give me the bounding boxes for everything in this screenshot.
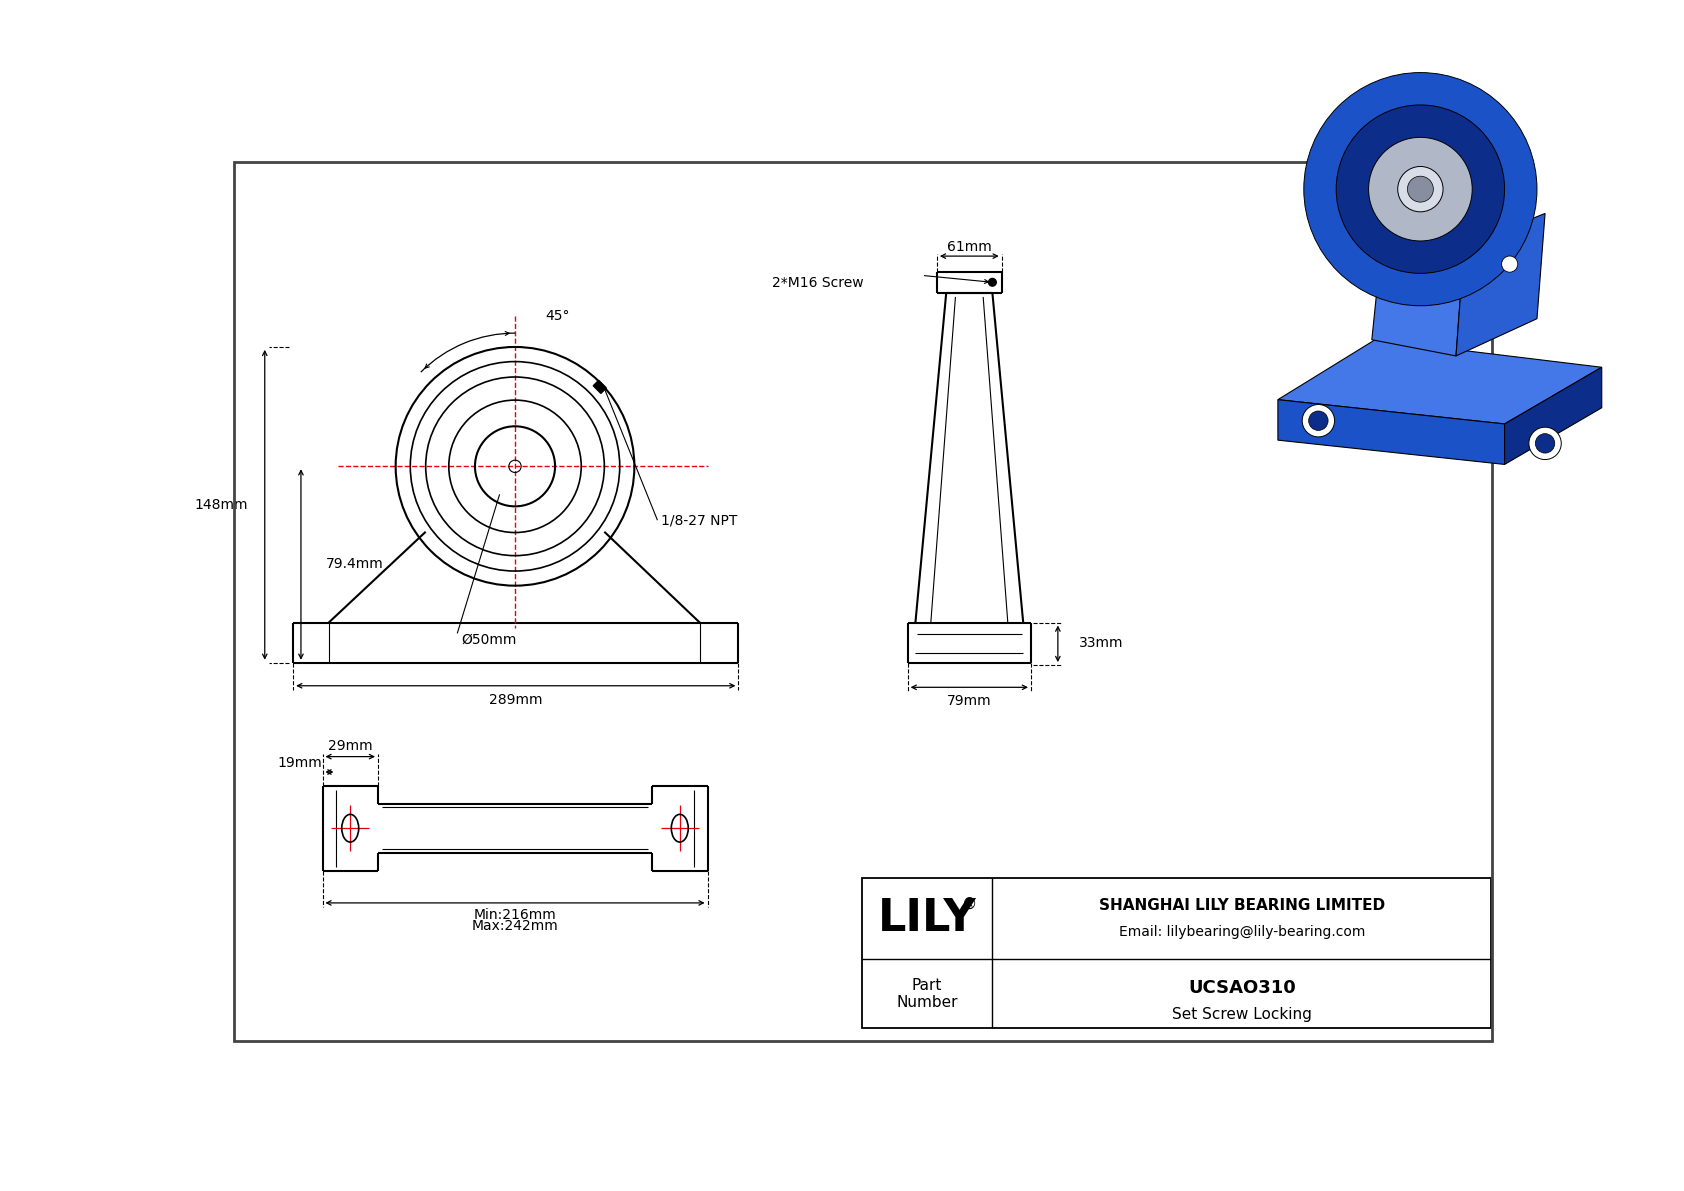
Bar — [593, 380, 606, 393]
Circle shape — [1529, 428, 1561, 460]
Text: Part
Number: Part Number — [896, 978, 958, 1010]
Text: UCSAO310: UCSAO310 — [1187, 979, 1295, 997]
Circle shape — [1303, 73, 1537, 306]
Polygon shape — [1278, 339, 1601, 424]
Polygon shape — [1391, 176, 1480, 241]
Circle shape — [1308, 411, 1329, 430]
Text: Set Screw Locking: Set Screw Locking — [1172, 1008, 1312, 1022]
Text: SHANGHAI LILY BEARING LIMITED: SHANGHAI LILY BEARING LIMITED — [1100, 898, 1384, 912]
Text: 33mm: 33mm — [1079, 636, 1123, 650]
Circle shape — [1335, 105, 1504, 274]
Circle shape — [1302, 405, 1334, 437]
Circle shape — [1398, 167, 1443, 212]
Bar — [862, 878, 1492, 1028]
Text: Max:242mm: Max:242mm — [472, 919, 559, 933]
Text: 61mm: 61mm — [946, 239, 992, 254]
Polygon shape — [1372, 230, 1463, 356]
Polygon shape — [1504, 367, 1601, 464]
Text: 148mm: 148mm — [194, 498, 248, 512]
Polygon shape — [1278, 400, 1504, 464]
Text: 1/8-27 NPT: 1/8-27 NPT — [662, 513, 738, 528]
Circle shape — [1408, 176, 1433, 202]
Text: 79.4mm: 79.4mm — [325, 557, 384, 572]
Polygon shape — [1359, 193, 1489, 257]
Text: 289mm: 289mm — [488, 693, 542, 706]
Text: 79mm: 79mm — [946, 694, 992, 709]
Text: 19mm: 19mm — [278, 756, 322, 769]
Text: 2*M16 Screw: 2*M16 Screw — [773, 276, 864, 291]
Text: Min:216mm: Min:216mm — [473, 909, 556, 922]
Text: 45°: 45° — [546, 310, 569, 323]
Text: Ø50mm: Ø50mm — [461, 632, 517, 647]
Circle shape — [1536, 434, 1554, 453]
Circle shape — [1369, 137, 1472, 241]
Text: Email: lilybearing@lily-bearing.com: Email: lilybearing@lily-bearing.com — [1118, 925, 1366, 940]
Circle shape — [1502, 256, 1517, 273]
Text: ®: ® — [962, 897, 977, 912]
Circle shape — [989, 279, 997, 286]
Text: 29mm: 29mm — [328, 738, 372, 753]
Polygon shape — [1359, 193, 1391, 241]
Polygon shape — [1457, 213, 1546, 356]
Text: LILY: LILY — [877, 897, 977, 940]
